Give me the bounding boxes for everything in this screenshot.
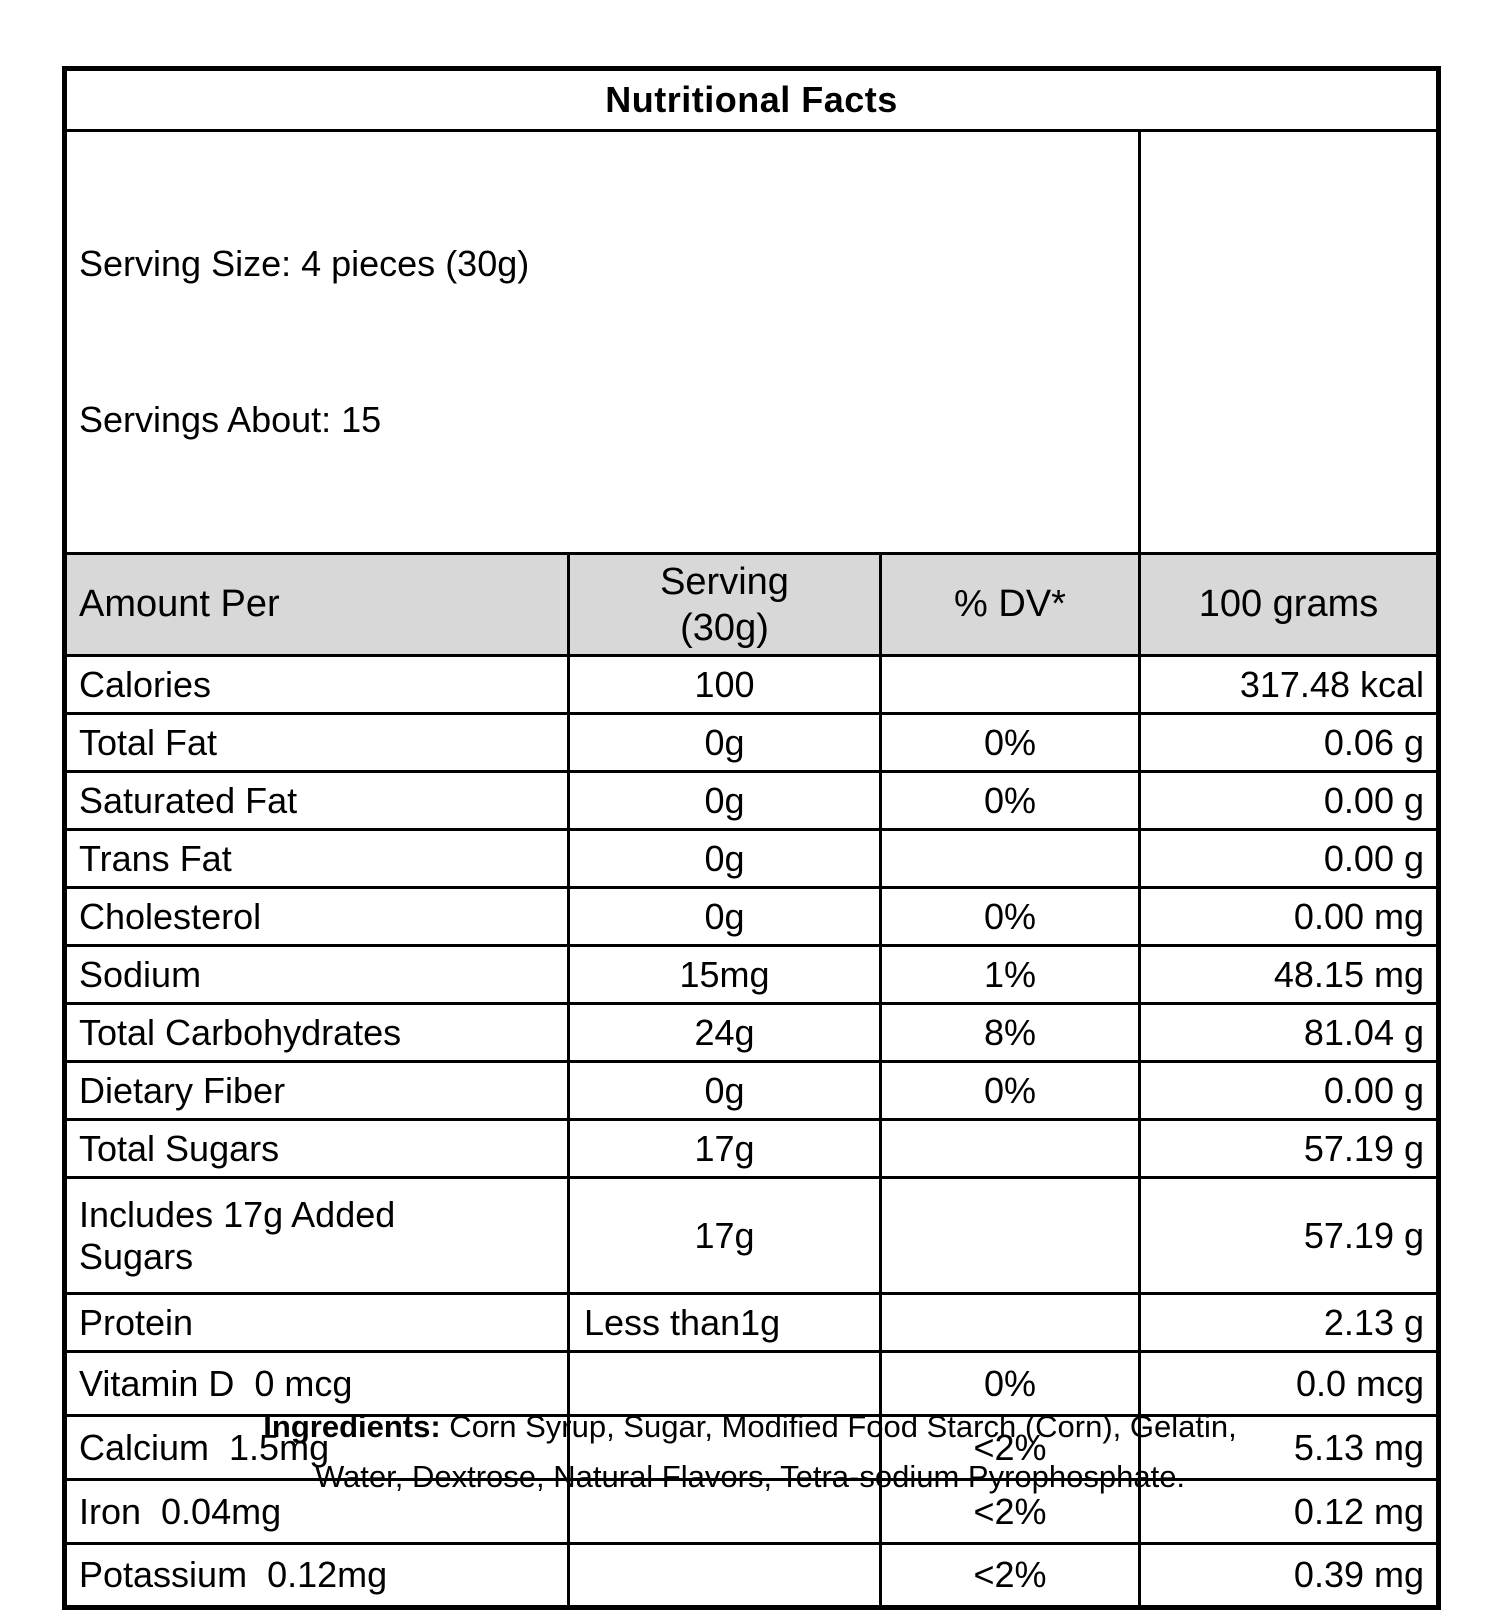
row-label-cell: Dietary Fiber bbox=[63, 1060, 570, 1121]
ingredients-label: Ingredients: bbox=[263, 1409, 441, 1444]
row-label-cell: Calcium 1.5mg bbox=[63, 1414, 570, 1481]
per100-value-cell: 57.19 g bbox=[1138, 1176, 1440, 1295]
serving-value-cell: 17g bbox=[567, 1176, 882, 1295]
serving-value-cell: 0g bbox=[567, 770, 882, 831]
row-saturated-fat: Saturated Fat 0g 0% 0.00 g bbox=[63, 770, 1440, 831]
row-label-cell: Saturated Fat bbox=[63, 770, 570, 831]
row-label-cell: Potassium 0.12mg bbox=[63, 1542, 570, 1609]
serving-info-empty-cell bbox=[1138, 129, 1440, 555]
per100-value-cell: 81.04 g bbox=[1138, 1002, 1440, 1063]
row-total-fat: Total Fat 0g 0% 0.06 g bbox=[63, 712, 1440, 773]
dv-value-cell bbox=[879, 1292, 1141, 1353]
dv-value-cell: 1% bbox=[879, 944, 1141, 1005]
row-calories: Calories 100 317.48 kcal bbox=[63, 654, 1440, 715]
serving-value-cell bbox=[567, 1350, 882, 1417]
dv-value-cell bbox=[879, 654, 1141, 715]
row-sodium: Sodium 15mg 1% 48.15 mg bbox=[63, 944, 1440, 1005]
row-potassium: Potassium 0.12mg <2% 0.39 mg bbox=[63, 1542, 1440, 1609]
row-calcium: Calcium 1.5mg <2% 5.13 mg bbox=[63, 1414, 1440, 1481]
ingredients-list: Corn Syrup, Sugar, Modified Food Starch … bbox=[314, 1409, 1237, 1494]
serving-value-cell bbox=[567, 1414, 882, 1481]
header-amount-per: Amount Per bbox=[63, 552, 570, 657]
serving-value-cell: Less than1g bbox=[567, 1292, 882, 1353]
dv-value-cell bbox=[879, 1176, 1141, 1295]
row-trans-fat: Trans Fat 0g 0.00 g bbox=[63, 828, 1440, 889]
header-100-grams: 100 grams bbox=[1138, 552, 1440, 657]
dv-value-cell: 8% bbox=[879, 1002, 1141, 1063]
row-dietary-fiber: Dietary Fiber 0g 0% 0.00 g bbox=[63, 1060, 1440, 1121]
dv-value-cell: 0% bbox=[879, 1060, 1141, 1121]
serving-value-cell bbox=[567, 1542, 882, 1609]
dv-value-cell bbox=[879, 1118, 1141, 1179]
row-label-cell: Calories bbox=[63, 654, 570, 715]
dv-value-cell: <2% bbox=[879, 1414, 1141, 1481]
serving-info-row: Serving Size: 4 pieces (30g) Servings Ab… bbox=[63, 129, 1440, 555]
dv-value-cell: 0% bbox=[879, 1350, 1141, 1417]
dv-value-cell: 0% bbox=[879, 712, 1141, 773]
per100-value-cell: 0.00 g bbox=[1138, 770, 1440, 831]
header-dv: % DV* bbox=[879, 552, 1141, 657]
row-cholesterol: Cholesterol 0g 0% 0.00 mg bbox=[63, 886, 1440, 947]
serving-size-text: Serving Size: 4 pieces (30g) bbox=[79, 243, 530, 284]
serving-value-cell: 0g bbox=[567, 828, 882, 889]
row-label-cell: Trans Fat bbox=[63, 828, 570, 889]
per100-value-cell: 57.19 g bbox=[1138, 1118, 1440, 1179]
nutrition-label-page: Nutritional Facts Serving Size: 4 pieces… bbox=[62, 66, 1441, 1610]
dv-value-cell bbox=[879, 828, 1141, 889]
row-label-cell: Protein bbox=[63, 1292, 570, 1353]
serving-value-cell: 0g bbox=[567, 1060, 882, 1121]
row-vitamin-d: Vitamin D 0 mcg 0% 0.0 mcg bbox=[63, 1350, 1440, 1417]
serving-value-cell: 0g bbox=[567, 712, 882, 773]
servings-about-text: Servings About: 15 bbox=[79, 399, 382, 440]
row-label-cell: Total Fat bbox=[63, 712, 570, 773]
per100-value-cell: 0.00 g bbox=[1138, 828, 1440, 889]
serving-value-cell: 17g bbox=[567, 1118, 882, 1179]
ingredients-paragraph: Ingredients: Corn Syrup, Sugar, Modified… bbox=[120, 1352, 1380, 1502]
page-title: Nutritional Facts bbox=[63, 67, 1440, 132]
serving-value-cell: 24g bbox=[567, 1002, 882, 1063]
row-label-cell: Vitamin D 0 mcg bbox=[63, 1350, 570, 1417]
per100-value-cell: 0.00 mg bbox=[1138, 886, 1440, 947]
row-protein: Protein Less than1g 2.13 g bbox=[63, 1292, 1440, 1353]
per100-value-cell: 5.13 mg bbox=[1138, 1414, 1440, 1481]
per100-value-cell: 0.06 g bbox=[1138, 712, 1440, 773]
per100-value-cell: 0.00 g bbox=[1138, 1060, 1440, 1121]
dv-value-cell: <2% bbox=[879, 1542, 1141, 1609]
dv-value-cell: 0% bbox=[879, 770, 1141, 831]
per100-value-cell: 2.13 g bbox=[1138, 1292, 1440, 1353]
row-added-sugars: Includes 17g Added Sugars 17g 57.19 g bbox=[63, 1176, 1440, 1295]
header-serving: Serving (30g) bbox=[567, 552, 882, 657]
row-total-sugars: Total Sugars 17g 57.19 g bbox=[63, 1118, 1440, 1179]
serving-value-cell: 100 bbox=[567, 654, 882, 715]
serving-value-cell: 0g bbox=[567, 886, 882, 947]
serving-info-cell: Serving Size: 4 pieces (30g) Servings Ab… bbox=[63, 129, 1141, 555]
per100-value-cell: 0.39 mg bbox=[1138, 1542, 1440, 1609]
per100-value-cell: 48.15 mg bbox=[1138, 944, 1440, 1005]
nutrition-facts-table: Nutritional Facts Serving Size: 4 pieces… bbox=[62, 66, 1441, 1610]
per100-value-cell: 0.0 mcg bbox=[1138, 1350, 1440, 1417]
row-label-cell: Cholesterol bbox=[63, 886, 570, 947]
column-header-row: Amount Per Serving (30g) % DV* 100 grams bbox=[63, 552, 1440, 657]
row-total-carbohydrates: Total Carbohydrates 24g 8% 81.04 g bbox=[63, 1002, 1440, 1063]
serving-value-cell: 15mg bbox=[567, 944, 882, 1005]
row-label-cell: Total Carbohydrates bbox=[63, 1002, 570, 1063]
row-label-cell: Sodium bbox=[63, 944, 570, 1005]
dv-value-cell: 0% bbox=[879, 886, 1141, 947]
title-row: Nutritional Facts bbox=[63, 67, 1440, 132]
per100-value-cell: 317.48 kcal bbox=[1138, 654, 1440, 715]
row-label-cell: Total Sugars bbox=[63, 1118, 570, 1179]
row-label-cell: Includes 17g Added Sugars bbox=[63, 1176, 570, 1295]
